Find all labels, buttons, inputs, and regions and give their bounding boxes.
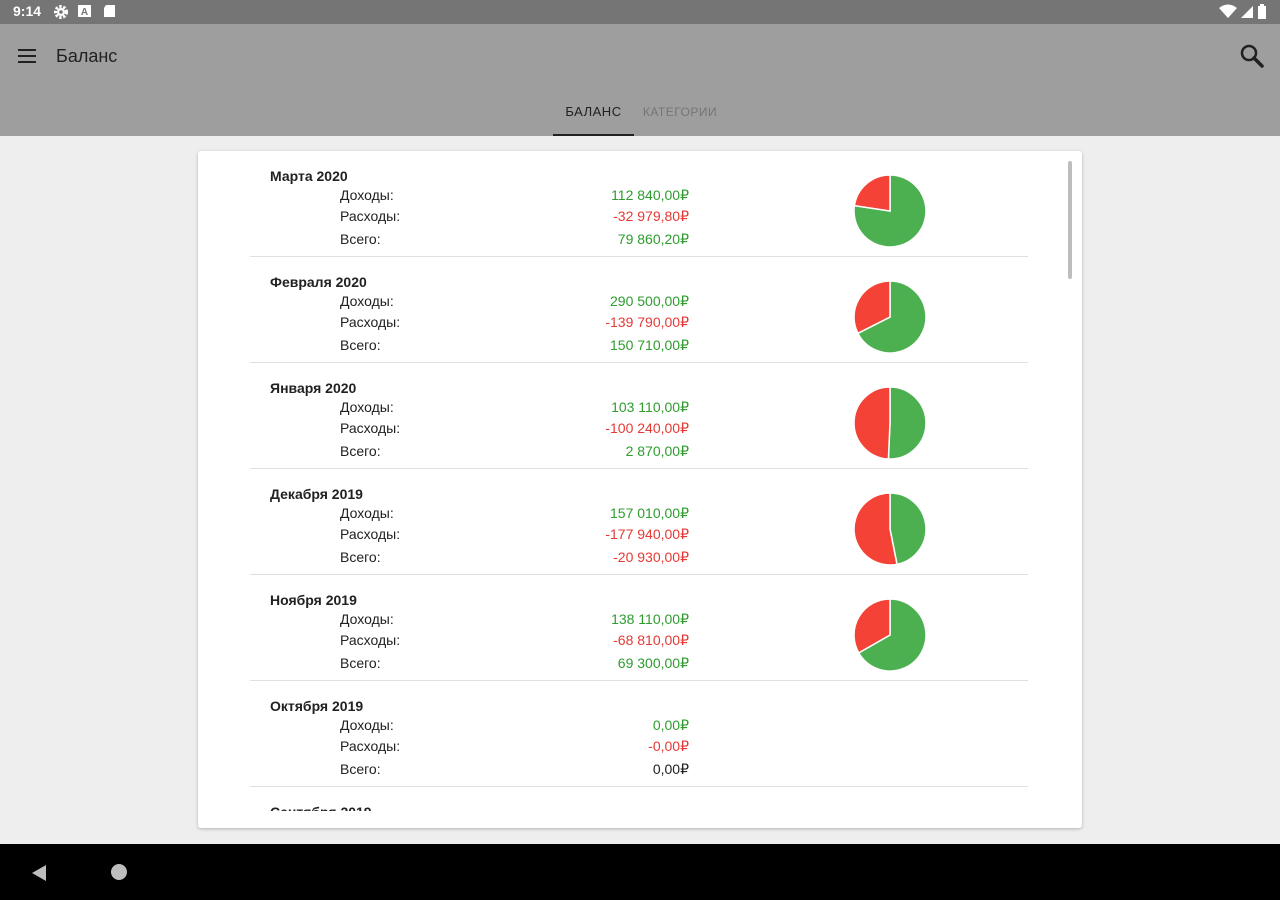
month-title: Марта 2020 <box>270 168 348 184</box>
expense-value: -139 790,00₽ <box>605 314 689 330</box>
month-title: Января 2020 <box>270 380 357 396</box>
status-time: 9:14 <box>13 3 42 19</box>
total-label: Всего: <box>340 655 381 671</box>
tab-indicator <box>553 134 634 136</box>
wifi-icon <box>1219 4 1237 25</box>
total-value: 0,00₽ <box>652 761 689 777</box>
month-item[interactable]: Декабря 2019 Доходы: Расходы: Всего: 157 010… <box>250 469 1028 575</box>
app-bar: Баланс БАЛАНС КАТЕГОРИИ <box>0 24 1280 136</box>
pie-slice-income <box>856 280 927 354</box>
total-label: Всего: <box>340 549 381 565</box>
month-item[interactable]: Сентября 2019 <box>250 787 1028 811</box>
tab-categories[interactable]: КАТЕГОРИИ <box>642 105 718 119</box>
month-title: Ноября 2019 <box>270 592 357 608</box>
balance-pie-chart <box>853 386 927 460</box>
month-item[interactable]: Марта 2020 Доходы: Расходы: Всего: 112 840,0… <box>250 151 1028 257</box>
month-item[interactable]: Января 2020 Доходы: Расходы: Всего: 103 110,… <box>250 363 1028 469</box>
income-label: Доходы: <box>340 293 394 309</box>
balance-pie-chart <box>853 280 927 354</box>
total-value: 69 300,00₽ <box>617 655 689 671</box>
expense-value: -100 240,00₽ <box>605 420 689 436</box>
income-value: 157 010,00₽ <box>610 505 689 521</box>
month-item[interactable]: Февраля 2020 Доходы: Расходы: Всего: 290 500… <box>250 257 1028 363</box>
gear-icon <box>53 4 69 20</box>
balance-pie-chart <box>853 492 927 566</box>
expense-value: -0,00₽ <box>648 738 689 754</box>
month-item[interactable]: Ноября 2019 Доходы: Расходы: Всего: 138 110,… <box>250 575 1028 681</box>
expense-value: -68 810,00₽ <box>613 632 689 648</box>
balance-pie-chart <box>853 598 927 672</box>
pie-slice-expense <box>853 492 898 566</box>
month-title: Декабря 2019 <box>270 486 363 502</box>
total-label: Всего: <box>340 337 381 353</box>
total-label: Всего: <box>340 761 381 777</box>
pie-slice-income <box>887 386 927 460</box>
expense-label: Расходы: <box>340 632 401 648</box>
expense-label: Расходы: <box>340 526 401 542</box>
search-icon[interactable] <box>1238 42 1266 70</box>
month-title: Октября 2019 <box>270 698 364 714</box>
status-bar: 9:14 A <box>0 0 1280 24</box>
signal-icon <box>1240 4 1254 25</box>
pie-slice-expense <box>853 598 891 654</box>
sd-card-icon <box>103 4 119 20</box>
tab-balance[interactable]: БАЛАНС <box>565 104 622 119</box>
navigation-bar <box>0 844 1280 900</box>
menu-icon[interactable] <box>14 44 42 68</box>
pie-slice-income <box>853 174 927 248</box>
month-title: Сентября 2019 <box>270 804 372 811</box>
expense-value: -177 940,00₽ <box>605 526 689 542</box>
income-label: Доходы: <box>340 717 394 733</box>
total-value: 79 860,20₽ <box>617 231 689 247</box>
total-value: 150 710,00₽ <box>610 337 689 353</box>
pie-slice-income <box>889 492 927 566</box>
battery-icon <box>1258 4 1266 25</box>
balance-pie-chart <box>853 174 927 248</box>
expense-label: Расходы: <box>340 208 401 224</box>
pie-slice-expense <box>853 174 891 212</box>
total-label: Всего: <box>340 231 381 247</box>
svg-text:A: A <box>81 7 88 18</box>
total-value: 2 870,00₽ <box>625 443 689 459</box>
pie-slice-expense <box>853 280 891 335</box>
income-value: 138 110,00₽ <box>611 611 689 627</box>
pie-slice-income <box>857 598 927 672</box>
income-value: 0,00₽ <box>652 717 689 733</box>
income-value: 103 110,00₽ <box>611 399 689 415</box>
month-item[interactable]: Октября 2019 Доходы: Расходы: Всего: 0,00₽ -0… <box>250 681 1028 787</box>
text-a-icon: A <box>78 4 94 20</box>
tab-bar: БАЛАНС КАТЕГОРИИ <box>0 96 1280 136</box>
scrollbar[interactable] <box>1068 161 1072 279</box>
month-list[interactable]: Марта 2020 Доходы: Расходы: Всего: 112 840,0… <box>250 151 1028 811</box>
income-label: Доходы: <box>340 505 394 521</box>
total-label: Всего: <box>340 443 381 459</box>
page-title: Баланс <box>56 46 118 66</box>
total-value: -20 930,00₽ <box>613 549 689 565</box>
expense-value: -32 979,80₽ <box>613 208 689 224</box>
income-label: Доходы: <box>340 611 394 627</box>
income-value: 290 500,00₽ <box>610 293 689 309</box>
expense-label: Расходы: <box>340 314 401 330</box>
income-label: Доходы: <box>340 187 394 203</box>
balance-card: Марта 2020 Доходы: Расходы: Всего: 112 840,0… <box>198 151 1082 828</box>
expense-label: Расходы: <box>340 420 401 436</box>
expense-label: Расходы: <box>340 738 401 754</box>
income-value: 112 840,00₽ <box>611 187 689 203</box>
back-triangle-icon[interactable] <box>30 864 48 882</box>
income-label: Доходы: <box>340 399 394 415</box>
home-circle-icon[interactable] <box>111 864 127 880</box>
month-title: Февраля 2020 <box>270 274 367 290</box>
pie-slice-expense <box>853 386 891 460</box>
